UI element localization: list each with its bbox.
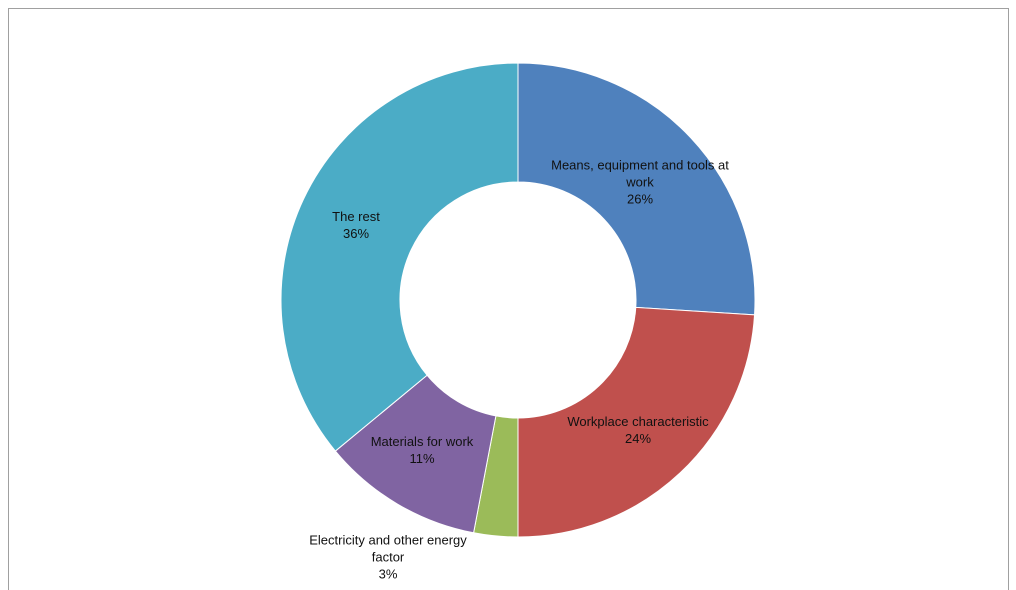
- data-label: Electricity and other energy factor 3%: [303, 532, 473, 583]
- value-label: 26%: [626, 191, 654, 207]
- category-label: Materials for work: [370, 434, 474, 449]
- category-label: The rest: [332, 209, 380, 224]
- data-label: The rest 36%: [296, 208, 416, 242]
- donut-segment: [517, 306, 756, 538]
- category-label: Means, equipment and tools at work: [551, 157, 729, 190]
- chart-frame: [8, 8, 1009, 590]
- donut-segment: [517, 62, 756, 316]
- category-label: Electricity and other energy factor: [309, 532, 467, 565]
- value-label: 36%: [342, 226, 370, 241]
- data-label: Means, equipment and tools at work 26%: [540, 157, 740, 208]
- value-label: 24%: [624, 431, 652, 446]
- data-label: Workplace characteristic 24%: [538, 413, 738, 447]
- data-label: Materials for work 11%: [342, 433, 502, 467]
- value-label: 3%: [378, 566, 398, 582]
- donut-segment: [280, 62, 519, 452]
- value-label: 11%: [409, 451, 435, 466]
- category-label: Workplace characteristic: [567, 414, 709, 429]
